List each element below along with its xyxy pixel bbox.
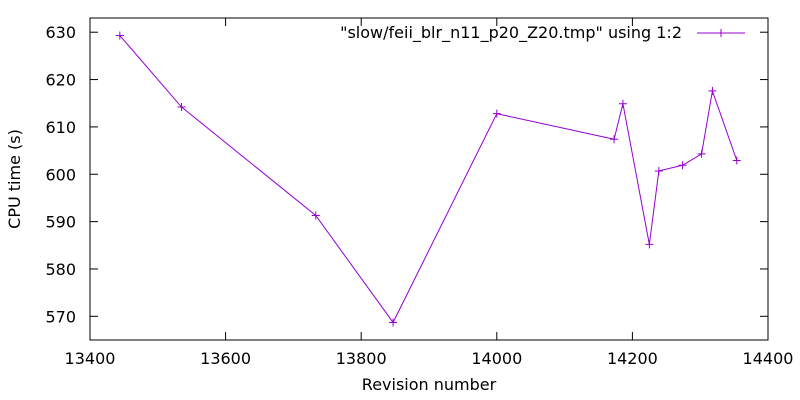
series-layer [115,31,741,327]
x-axis: 13400 13600 13800 14000 14200 14400 [65,18,794,368]
y-tick-label: 610 [45,118,76,137]
data-point-marker [654,166,663,175]
x-tick-label: 13400 [65,349,116,368]
y-tick-label: 570 [45,307,76,326]
data-point-marker [732,156,741,165]
data-point-marker [389,318,398,327]
x-tick-label: 14400 [743,349,794,368]
y-tick-label: 590 [45,213,76,232]
data-point-marker [618,99,627,108]
data-point-marker [645,240,654,249]
x-tick-label: 14200 [607,349,658,368]
y-axis: 570 580 590 600 610 620 630 [45,23,768,326]
data-point-marker [678,161,687,170]
y-axis-label: CPU time (s) [5,129,24,229]
data-point-marker [697,149,706,158]
legend-entry-label: "slow/feii_blr_n11_p20_Z20.tmp" using 1:… [340,23,682,43]
y-tick-label: 630 [45,23,76,42]
legend: "slow/feii_blr_n11_p20_Z20.tmp" using 1:… [340,23,745,43]
x-tick-label: 13600 [200,349,251,368]
data-point-marker [492,109,501,118]
x-tick-label: 13800 [336,349,387,368]
data-point-marker [311,211,320,220]
y-tick-label: 600 [45,165,76,184]
series-line [119,35,738,324]
data-point-marker [610,135,619,144]
data-point-marker [708,86,717,95]
y-tick-label: 620 [45,71,76,90]
data-point-marker [115,31,124,40]
data-point-marker [177,103,186,112]
plot-frame [89,17,769,341]
legend-marker [717,29,725,37]
y-tick-label: 580 [45,260,76,279]
x-tick-label: 14000 [471,349,522,368]
x-axis-label: Revision number [362,375,497,394]
